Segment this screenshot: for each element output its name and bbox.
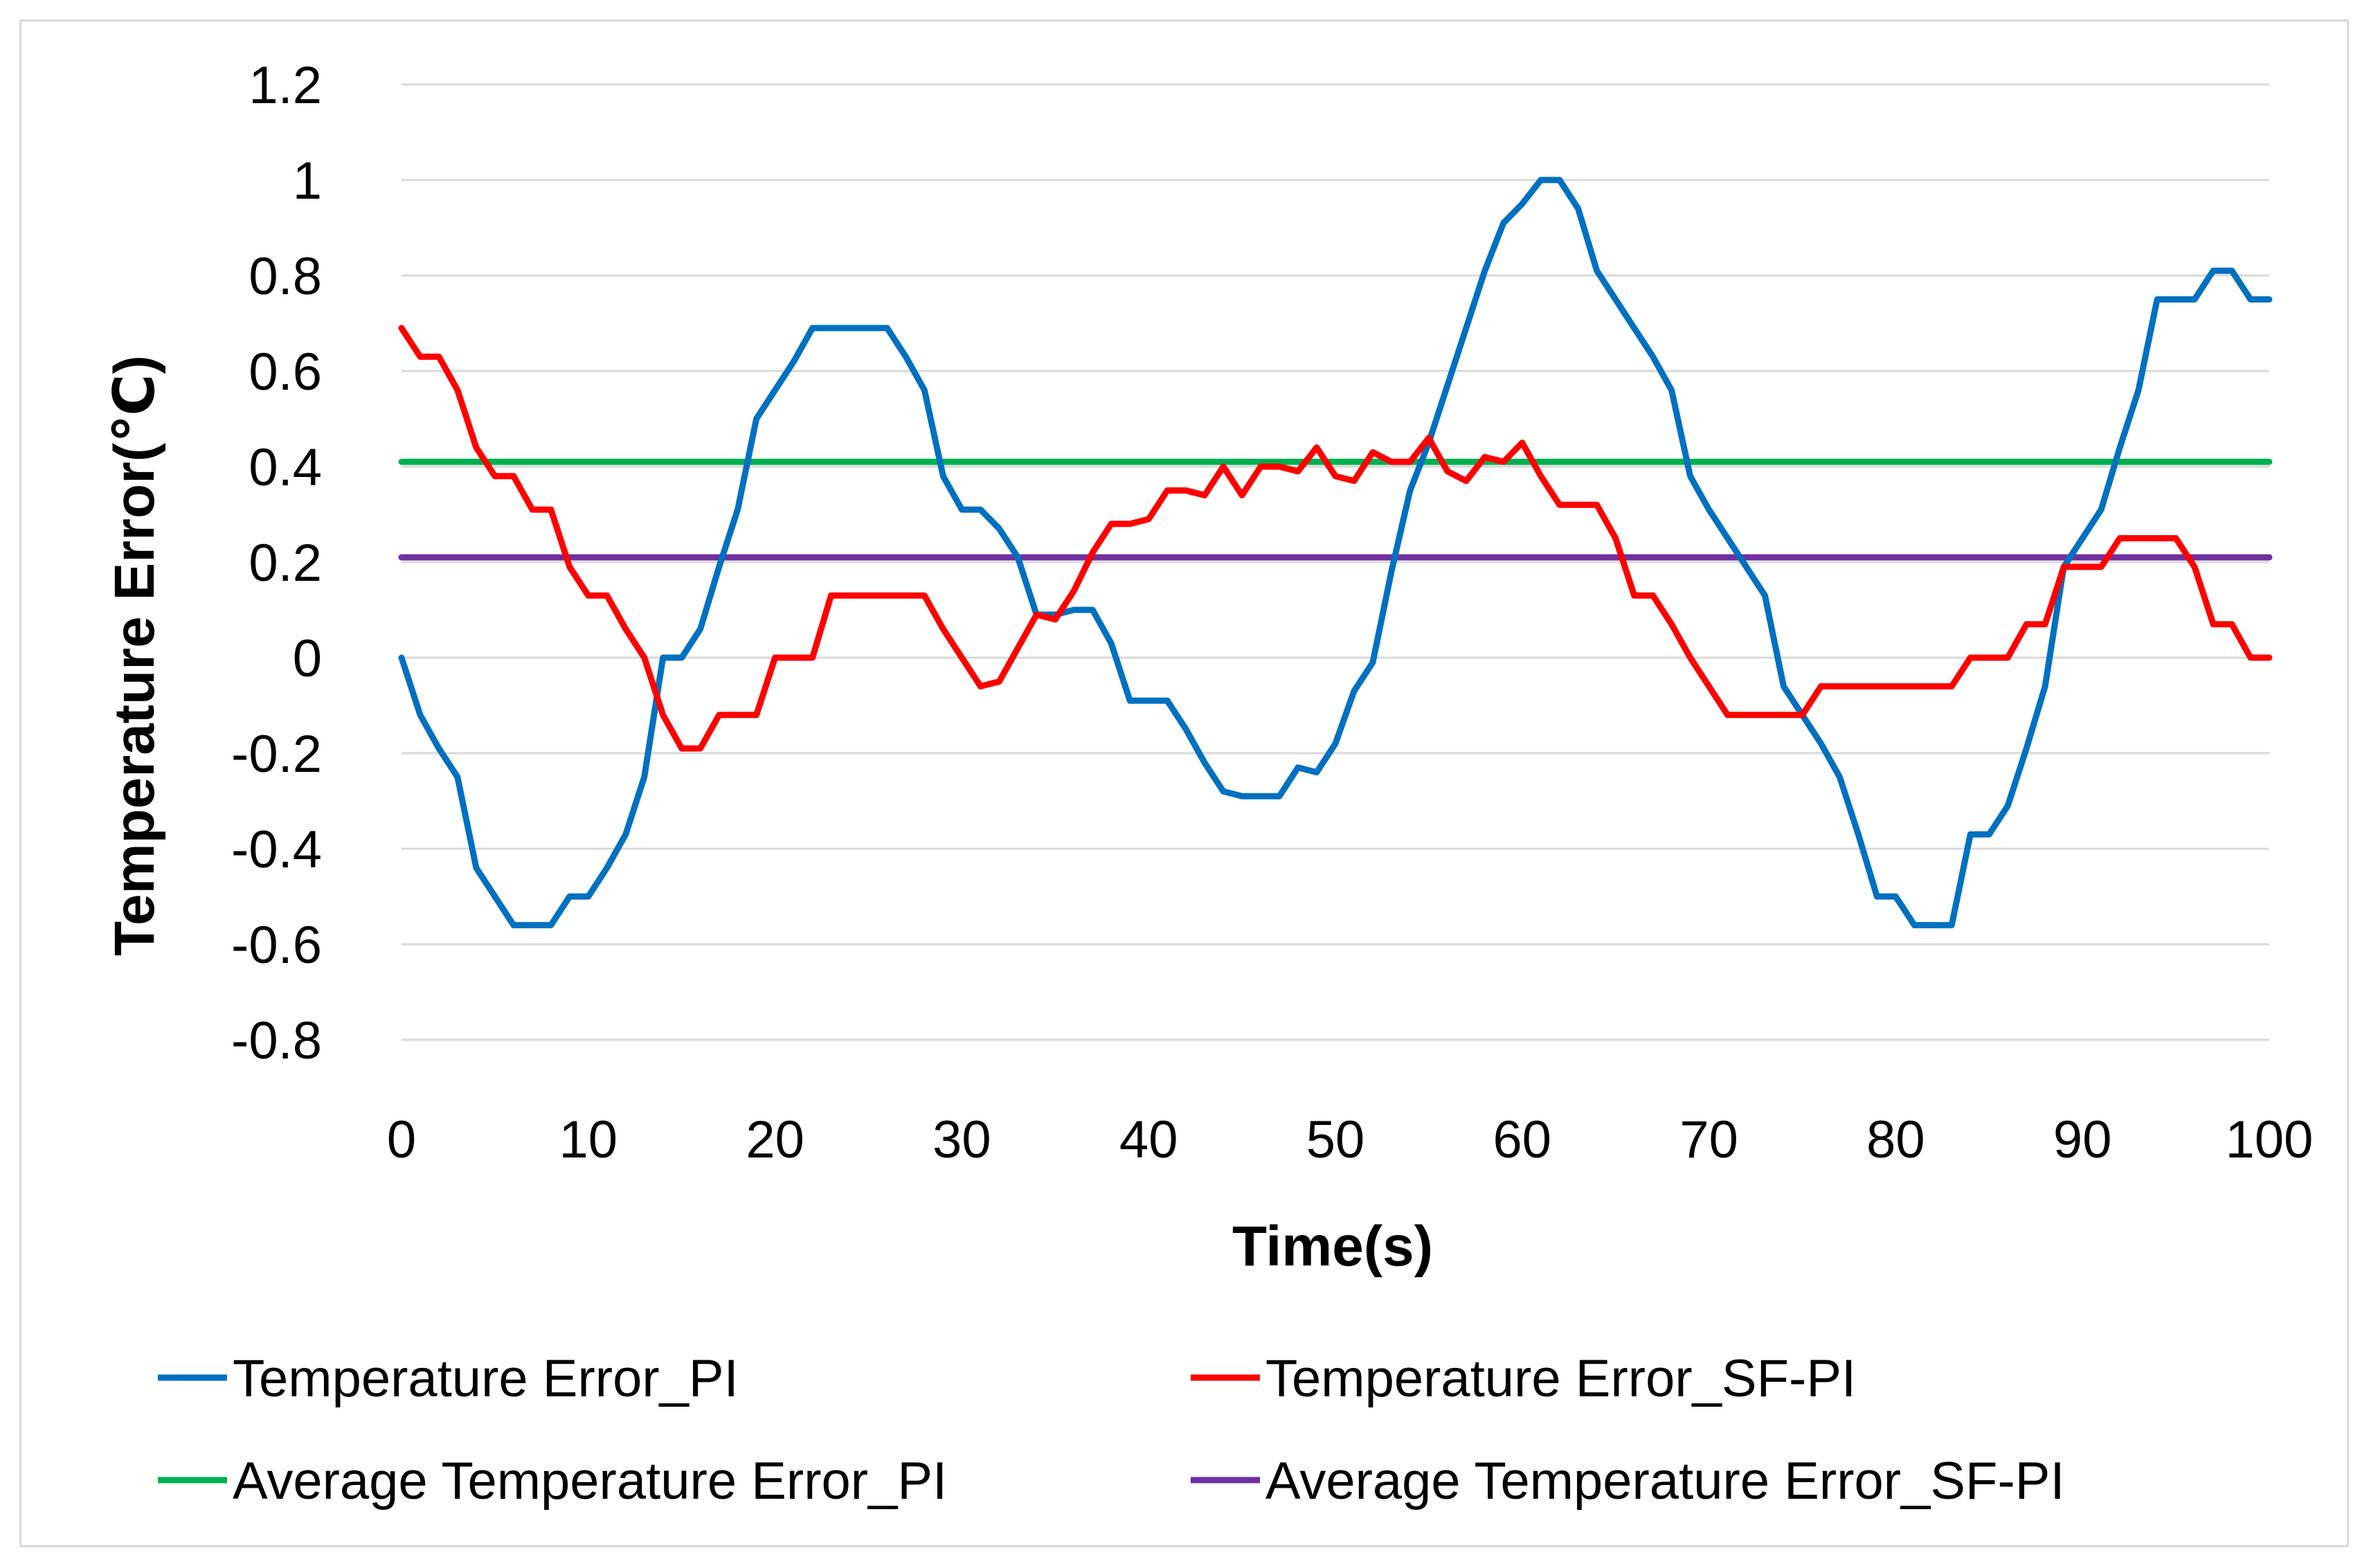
y-tick-label: -0.8 — [231, 1011, 322, 1070]
legend-item-3: Average Temperature Error_SF-PI — [1191, 1452, 2065, 1511]
series-line-1 — [398, 325, 2273, 752]
legend-label: Average Temperature Error_PI — [233, 1452, 947, 1511]
y-tick-label: 0 — [293, 629, 322, 688]
x-tick-label: 40 — [1119, 1110, 1178, 1169]
y-tick-label: -0.4 — [231, 820, 322, 879]
y-axis-title: Temperature Error(℃) — [103, 355, 166, 956]
x-axis-title: Time(s) — [1232, 1215, 1433, 1278]
gridlines — [402, 83, 2269, 1041]
y-tick-label: 0.2 — [249, 534, 322, 593]
x-tick-label: 90 — [2053, 1110, 2112, 1169]
legend-label: Temperature Error_SF-PI — [1265, 1349, 1856, 1408]
y-tick-label: 0.6 — [249, 343, 322, 402]
chart-frame — [19, 19, 2349, 1547]
x-axis-ticks: 0 10 20 30 40 50 60 70 80 90 100 — [387, 1110, 2314, 1169]
x-tick-label: 0 — [387, 1110, 416, 1169]
legend-item-1: Temperature Error_SF-PI — [1191, 1349, 1856, 1408]
legend-item-2: Average Temperature Error_PI — [158, 1452, 947, 1511]
y-tick-label: 0.8 — [249, 247, 322, 306]
legend-item-0: Temperature Error_PI — [158, 1349, 739, 1408]
y-tick-label: -0.6 — [231, 916, 322, 975]
x-tick-label: 100 — [2226, 1110, 2314, 1169]
legend-label: Average Temperature Error_SF-PI — [1265, 1452, 2065, 1511]
y-tick-label: 1 — [293, 152, 322, 210]
x-tick-label: 50 — [1306, 1110, 1365, 1169]
y-tick-label: 0.4 — [249, 438, 322, 497]
x-tick-label: 70 — [1679, 1110, 1738, 1169]
legend-label: Temperature Error_PI — [233, 1349, 739, 1408]
y-axis-ticks: -0.8 -0.6 -0.4 -0.2 0 0.2 0.4 0.6 0.8 1 1.2 — [231, 56, 322, 1070]
series-line-0 — [398, 177, 2273, 928]
x-tick-label: 20 — [746, 1110, 804, 1169]
legend: Temperature Error_PI Temperature Error_SF… — [158, 1349, 2065, 1511]
x-tick-label: 30 — [932, 1110, 991, 1169]
x-tick-label: 10 — [559, 1110, 618, 1169]
x-tick-label: 80 — [1866, 1110, 1925, 1169]
series-lines — [398, 177, 2273, 928]
y-tick-label: 1.2 — [249, 56, 322, 115]
x-tick-label: 60 — [1493, 1110, 1552, 1169]
y-tick-label: -0.2 — [231, 725, 322, 784]
